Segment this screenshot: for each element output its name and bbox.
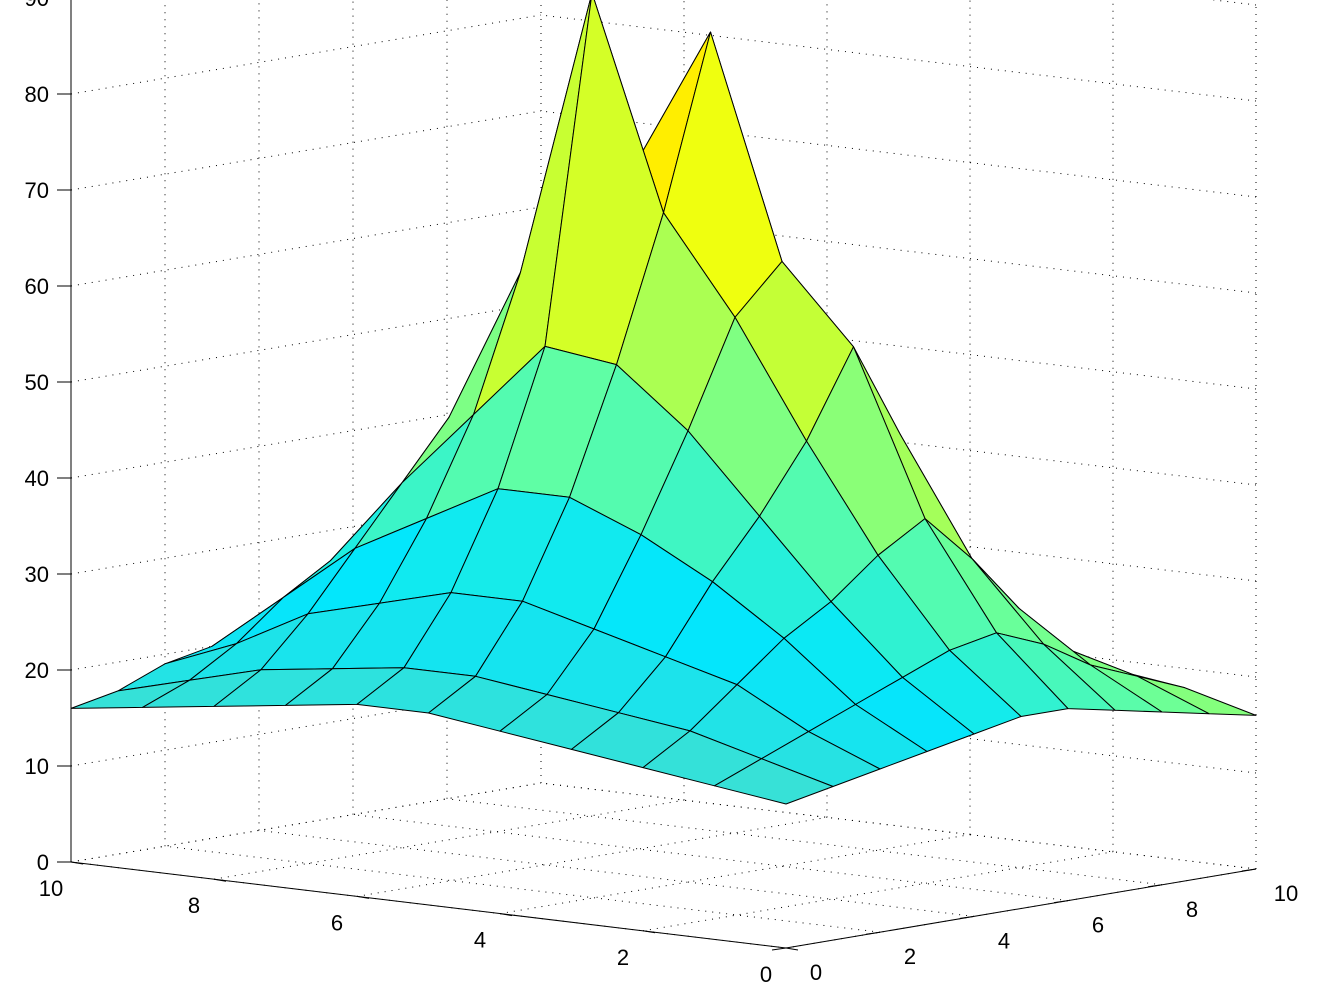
grid-line [70, 14, 542, 95]
y-tick-mark [356, 895, 370, 899]
y-tick-mark [642, 930, 656, 934]
x-tick-label: 8 [1186, 897, 1198, 922]
x-tick-label: 2 [904, 944, 916, 969]
y-tick-label: 10 [39, 876, 63, 901]
z-tick-label: 90 [25, 0, 49, 11]
x-tick-mark [771, 947, 787, 951]
grid-line [70, 782, 542, 863]
grid-line [540, 14, 1257, 102]
z-tick-label: 10 [25, 754, 49, 779]
z-tick-label: 20 [25, 658, 49, 683]
grid-line [213, 799, 685, 880]
y-tick-mark [70, 861, 84, 865]
grid-line [70, 206, 542, 287]
grid-line [446, 798, 1163, 886]
surface-face [714, 758, 834, 805]
z-tick-label: 30 [25, 562, 49, 587]
y-tick-mark [213, 878, 227, 882]
z-tick-label: 70 [25, 178, 49, 203]
y-tick-label: 8 [188, 893, 200, 918]
x-tick-mark [1147, 884, 1163, 888]
grid-line [164, 845, 881, 933]
x-tick-label: 0 [810, 960, 822, 983]
y-tick-label: 0 [760, 962, 772, 983]
grid-line [70, 302, 542, 383]
grid-line [642, 851, 1114, 932]
y-tick-mark [499, 913, 513, 917]
z-tick-label: 0 [37, 850, 49, 875]
grid-line [70, 110, 542, 191]
axes [57, 0, 1257, 951]
grid-line [499, 834, 971, 915]
x-tick-mark [959, 915, 975, 919]
x-tick-label: 10 [1274, 881, 1298, 906]
x-tick-label: 6 [1092, 913, 1104, 938]
y-tick-label: 6 [331, 910, 343, 935]
grid-line [70, 398, 542, 479]
y-tick-mark [785, 947, 799, 951]
grid-line [70, 494, 542, 575]
grid-line [540, 782, 1257, 870]
x-tick-mark [1053, 900, 1069, 904]
grid-line [352, 814, 1069, 902]
x-axis-line [785, 868, 1257, 949]
grid-line [1210, 0, 1257, 6]
y-axis-line [70, 861, 787, 949]
y-tick-label: 4 [474, 928, 486, 953]
tick-labels: 024681002468100102030405060708090 [25, 0, 1299, 983]
z-tick-label: 60 [25, 274, 49, 299]
grid-line [70, 686, 542, 767]
x-tick-mark [1241, 868, 1257, 872]
z-tick-label: 80 [25, 82, 49, 107]
surface [70, 0, 1257, 805]
x-tick-label: 4 [998, 928, 1010, 953]
z-tick-label: 40 [25, 466, 49, 491]
grid-line [356, 816, 828, 897]
grid-line [540, 782, 1257, 870]
y-tick-label: 2 [617, 945, 629, 970]
x-tick-mark [865, 931, 881, 935]
z-tick-label: 50 [25, 370, 49, 395]
grid-line [258, 829, 975, 917]
